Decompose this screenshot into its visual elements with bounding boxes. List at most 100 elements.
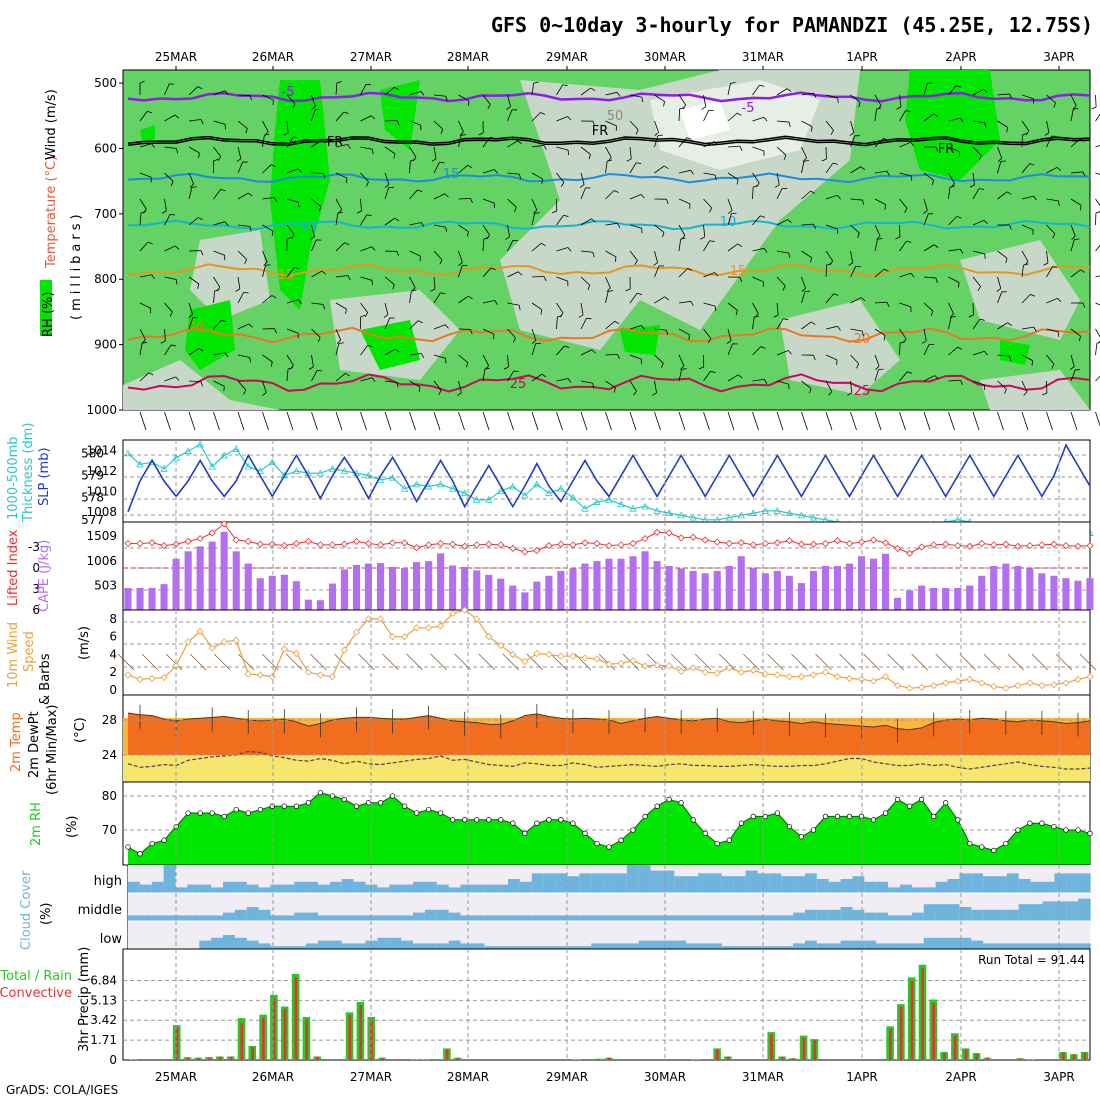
upper-barb-feather — [809, 388, 812, 394]
wind10-point — [593, 655, 601, 663]
upper-barb-feather — [830, 130, 834, 135]
upper-barb-feather — [613, 190, 619, 193]
li-point — [352, 537, 361, 545]
cloud-bg — [401, 893, 414, 921]
upper-barb-bottom — [237, 411, 245, 431]
li-point — [425, 541, 433, 549]
upper-barb-feather — [910, 273, 915, 278]
cloud-bar — [413, 943, 426, 949]
upper-barb-feather — [188, 314, 193, 318]
upper-barb-feather — [700, 236, 705, 240]
wind10-point — [280, 645, 288, 653]
upper-barb-feather — [801, 287, 806, 292]
upper-barb — [703, 198, 712, 209]
precip-label-a: Total / Rain — [0, 969, 72, 984]
wind10-point — [1026, 679, 1034, 687]
upper-barb-feather — [666, 330, 669, 336]
upper-barb-feather — [635, 129, 639, 135]
cloud-bar — [282, 946, 295, 949]
cloud-bg — [341, 921, 355, 949]
cloud-bg — [626, 921, 640, 949]
upper-barb — [139, 343, 143, 356]
upper-barb — [703, 328, 712, 339]
isotherm-label: 20 — [854, 332, 871, 347]
cloud-bar — [365, 884, 378, 893]
wind10-point — [1086, 673, 1094, 681]
rh2m-point — [822, 813, 829, 820]
upper-barb — [1070, 138, 1081, 148]
upper-barb-feather — [151, 274, 155, 280]
upper-barb-feather — [175, 279, 178, 285]
upper-barb — [531, 275, 545, 278]
upper-barb-feather — [968, 314, 974, 318]
thickness-point — [316, 469, 325, 477]
upper-barb-feather — [661, 363, 664, 368]
cloud-bar — [816, 909, 830, 921]
upper-barb-feather — [633, 390, 637, 396]
thickness-point — [497, 487, 505, 494]
upper-barb-feather — [519, 174, 522, 180]
upper-barb-feather — [494, 169, 498, 174]
upper-barb — [213, 250, 225, 256]
cape-bar — [509, 585, 517, 610]
upper-barb-feather — [984, 122, 987, 128]
upper-barb — [580, 276, 591, 286]
upper-barb-feather — [197, 86, 203, 90]
upper-barb-feather — [248, 192, 253, 197]
upper-barb-feather — [236, 158, 242, 162]
cloud-bar — [436, 943, 450, 949]
upper-barb — [850, 328, 863, 332]
upper-barb-feather — [875, 365, 880, 370]
li-point — [749, 541, 757, 549]
cloud-bg — [472, 893, 485, 921]
wind10-barb — [718, 653, 736, 671]
upper-barb-feather — [664, 296, 669, 301]
upper-barb-feather — [1057, 200, 1060, 206]
cloud-bg — [139, 921, 153, 949]
cloud-bar — [959, 937, 972, 949]
cloud-bar — [840, 879, 854, 893]
cloud-bg — [603, 893, 616, 921]
upper-barb — [139, 274, 152, 278]
upper-barb — [360, 214, 368, 226]
upper-barb-feather — [679, 107, 685, 110]
upper-barb — [311, 370, 318, 382]
upper-barb-feather — [783, 154, 787, 160]
upper-barb — [213, 146, 222, 157]
cloud-bar — [1042, 943, 1055, 949]
cloud-bar — [603, 943, 616, 949]
cloud-bar — [793, 943, 806, 949]
cloud-bar — [591, 873, 604, 893]
precip-conv-bar — [964, 1049, 968, 1060]
cape-bar — [954, 588, 962, 610]
upper-barb — [335, 373, 346, 382]
upper-barb — [286, 198, 299, 203]
upper-barb — [507, 172, 520, 175]
cloud-bar — [698, 915, 711, 921]
upper-barb-bottom — [997, 411, 1004, 431]
cloud-bar — [448, 912, 462, 921]
cloud-bar — [721, 915, 735, 921]
li-point — [821, 539, 830, 548]
upper-barb — [923, 276, 936, 279]
li-point — [581, 539, 589, 547]
rh2m-point — [1015, 827, 1021, 833]
upper-barb-feather — [175, 245, 180, 250]
upper-barb — [556, 116, 568, 122]
cloud-bar — [579, 915, 592, 921]
upper-barb-feather — [579, 184, 585, 188]
wind10-barb — [382, 653, 399, 671]
upper-barb — [654, 135, 659, 148]
upper-barb — [164, 245, 176, 252]
upper-barb-feather — [813, 92, 817, 98]
upper-barb — [409, 189, 418, 200]
upper-barb-feather — [905, 110, 911, 112]
upper-barb-feather — [1009, 93, 1013, 99]
upper-barb — [801, 190, 811, 200]
upper-barb — [311, 139, 322, 148]
cloud-bar — [591, 943, 604, 949]
upper-barb-feather — [958, 282, 960, 288]
thickness-point — [280, 471, 288, 479]
